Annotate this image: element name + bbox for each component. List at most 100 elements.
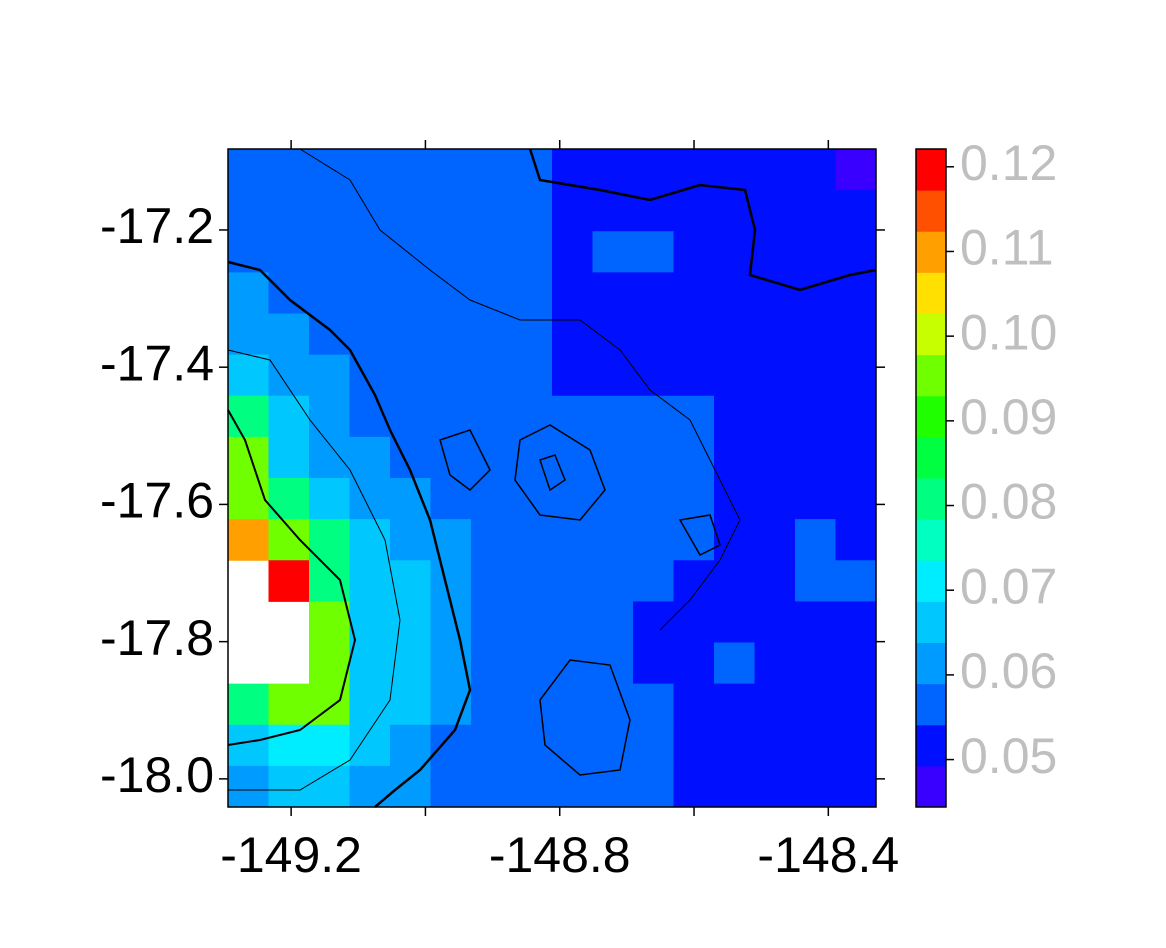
colorbar (916, 149, 946, 808)
heat-cell (471, 601, 512, 643)
heat-cell (754, 683, 796, 726)
heat-cell (268, 395, 310, 438)
x-tick-label: -148.8 (489, 827, 631, 883)
heat-cell (633, 354, 674, 397)
heat-cell (633, 272, 674, 314)
heat-cell (835, 683, 877, 726)
heat-cell (471, 478, 512, 520)
colorbar-band (916, 560, 946, 602)
heat-cell (511, 601, 553, 643)
heat-cell (471, 519, 512, 561)
colorbar-tick-label: 0.10 (960, 304, 1057, 360)
heat-cell (592, 231, 634, 273)
heat-cell (430, 149, 472, 191)
contour-line (439, 429, 491, 491)
heat-cell (390, 601, 431, 643)
heat-cell (471, 765, 512, 808)
heat-cell (511, 683, 553, 726)
heat-cell (714, 231, 755, 273)
heat-cell (390, 190, 431, 232)
heat-cell (511, 765, 553, 808)
heat-cell (835, 313, 877, 356)
contour-line (514, 424, 606, 521)
heat-cell (511, 560, 553, 602)
heat-cell (754, 642, 796, 685)
colorbar-tick-label: 0.08 (960, 474, 1057, 530)
heat-cell (552, 436, 593, 479)
heat-cell (471, 642, 512, 685)
heat-cell (835, 231, 877, 273)
heat-cell (228, 313, 269, 356)
heat-cell (228, 436, 269, 479)
heat-cell (714, 765, 755, 808)
heat-cell (633, 765, 674, 808)
heat-cell (673, 519, 715, 561)
heat-cell (430, 478, 472, 520)
heat-cell (795, 519, 836, 561)
heat-cell (228, 395, 269, 438)
heat-cell (795, 683, 836, 726)
heat-cell (633, 231, 674, 273)
heat-cell (511, 272, 553, 314)
heat-cell (511, 190, 553, 232)
heat-cell (349, 231, 391, 273)
heat-cell (754, 560, 796, 602)
heat-cell (349, 519, 391, 561)
heat-cell (430, 313, 472, 356)
heat-cell (349, 642, 391, 685)
heat-cell (471, 313, 512, 356)
heat-cell (633, 149, 674, 191)
heat-cell (673, 313, 715, 356)
heat-cell (835, 149, 877, 191)
heat-cell (552, 601, 593, 643)
colorbar-band (916, 683, 946, 726)
heat-cell (754, 765, 796, 808)
heat-cell (390, 765, 431, 808)
heat-cell (268, 560, 310, 602)
heat-cell (633, 642, 674, 685)
y-tick-label: -17.4 (100, 335, 214, 391)
heat-cell (471, 436, 512, 479)
heat-cell (714, 149, 755, 191)
heat-cell (228, 519, 269, 561)
y-tick-label: -17.2 (100, 198, 214, 254)
colorbar-frame (915, 148, 947, 808)
heat-cell (471, 272, 512, 314)
heat-cell (228, 724, 269, 767)
heat-cell (673, 683, 715, 726)
heat-cell (633, 683, 674, 726)
heat-cell (268, 231, 310, 273)
heat-cell (390, 149, 431, 191)
heat-cell (430, 436, 472, 479)
heat-cell (714, 642, 755, 685)
heat-cell (795, 354, 836, 397)
heat-cell (795, 642, 836, 685)
heat-cell (430, 272, 472, 314)
heat-cell (835, 560, 877, 602)
heat-cell (309, 231, 350, 273)
heat-cell (309, 272, 350, 314)
heat-cell (511, 519, 553, 561)
heat-cell (268, 149, 310, 191)
heat-cell (268, 683, 310, 726)
colorbar-band (916, 190, 946, 232)
heat-cell (754, 478, 796, 520)
heat-cell (835, 436, 877, 479)
colorbar-tick-label: 0.09 (960, 389, 1057, 445)
y-tick-label: -17.6 (100, 473, 214, 529)
heat-cell (309, 642, 350, 685)
heat-cell (390, 724, 431, 767)
heat-cell (714, 190, 755, 232)
heat-cell (430, 724, 472, 767)
heat-cell (552, 231, 593, 273)
contour-line (539, 454, 566, 492)
colorbar-tick-label: 0.07 (960, 558, 1057, 614)
heat-cell (309, 190, 350, 232)
y-tick-label: -18.0 (100, 747, 214, 803)
heat-cell (633, 478, 674, 520)
heatmap (228, 149, 877, 808)
heat-cell (349, 478, 391, 520)
heat-cell (268, 765, 310, 808)
heat-cell (754, 724, 796, 767)
colorbar-band (916, 601, 946, 643)
